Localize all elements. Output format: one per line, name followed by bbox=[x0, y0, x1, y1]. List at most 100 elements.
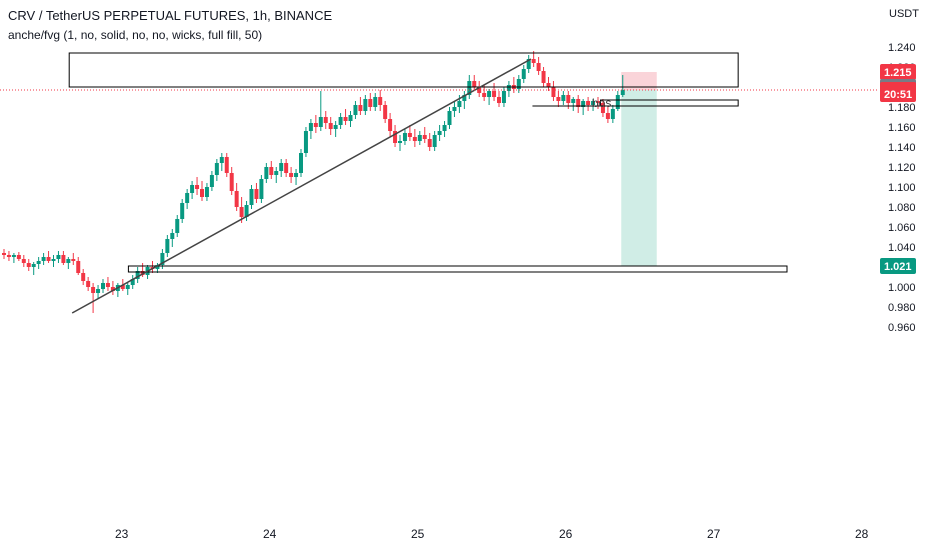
candle-body bbox=[160, 253, 165, 265]
candle-body bbox=[457, 101, 462, 107]
candles-layer bbox=[2, 51, 625, 313]
candle-body bbox=[46, 257, 51, 261]
price-tick-label: 0.980 bbox=[888, 302, 916, 314]
time-tick-label: 24 bbox=[263, 527, 277, 541]
candle-body bbox=[234, 191, 239, 207]
candle-body bbox=[358, 105, 363, 111]
candle-body bbox=[373, 97, 378, 107]
price-badge-label: 1.215 bbox=[884, 67, 912, 79]
price-badge bbox=[880, 258, 916, 274]
candle-body bbox=[442, 125, 447, 131]
candle-body bbox=[135, 271, 140, 279]
price-tick-label: 1.160 bbox=[888, 122, 916, 134]
candle-body bbox=[526, 59, 531, 69]
candle-body bbox=[516, 79, 521, 89]
candle-body bbox=[600, 103, 605, 113]
supply-zone[interactable] bbox=[68, 52, 739, 88]
candle-body bbox=[412, 137, 417, 141]
candle-body bbox=[165, 239, 170, 253]
candle-body bbox=[170, 233, 175, 239]
candle-body bbox=[348, 115, 353, 121]
position-stop-zone[interactable] bbox=[621, 72, 657, 90]
candle-body bbox=[620, 90, 625, 95]
bos-zone[interactable] bbox=[600, 99, 739, 107]
price-tick-label: 0.960 bbox=[888, 322, 916, 334]
candle-body bbox=[393, 131, 398, 143]
candle-body bbox=[417, 135, 422, 141]
candle-body bbox=[536, 63, 541, 71]
candle-body bbox=[521, 69, 526, 79]
candle-body bbox=[76, 261, 81, 273]
trend-line[interactable] bbox=[71, 58, 532, 314]
candle-body bbox=[140, 271, 145, 275]
candle-body bbox=[110, 287, 115, 291]
candle-body bbox=[308, 123, 313, 131]
candle-body bbox=[284, 163, 289, 173]
candle-body bbox=[546, 83, 551, 87]
candle-body bbox=[2, 253, 6, 255]
candle-body bbox=[482, 93, 487, 97]
candle-body bbox=[244, 205, 249, 217]
candle-body bbox=[249, 189, 254, 205]
time-tick-label: 23 bbox=[115, 527, 129, 541]
candle-body bbox=[41, 257, 46, 261]
price-badge-label: 20:51 bbox=[884, 89, 912, 101]
candle-body bbox=[462, 95, 467, 101]
candle-body bbox=[472, 81, 477, 87]
candle-body bbox=[61, 255, 66, 263]
position-target-zone[interactable] bbox=[621, 90, 657, 266]
candle-body bbox=[318, 117, 323, 127]
candle-body bbox=[338, 117, 343, 125]
candle-body bbox=[333, 125, 338, 129]
candle-body bbox=[274, 171, 279, 175]
candle-body bbox=[294, 173, 299, 177]
candle-body bbox=[21, 259, 26, 263]
price-tick-label: 1.140 bbox=[888, 142, 916, 154]
candle-body bbox=[323, 117, 328, 123]
candle-body bbox=[120, 285, 125, 289]
price-badge-label: 1.021 bbox=[884, 261, 912, 273]
candle-body bbox=[56, 255, 61, 259]
candle-body bbox=[81, 273, 86, 281]
candle-body bbox=[26, 263, 31, 267]
candle-body bbox=[180, 203, 185, 219]
candle-body bbox=[195, 185, 200, 189]
candle-body bbox=[492, 91, 497, 97]
candle-body bbox=[269, 167, 274, 175]
candle-body bbox=[6, 255, 11, 257]
drawing-layer[interactable] bbox=[621, 72, 657, 266]
price-tick-label: 1.060 bbox=[888, 222, 916, 234]
symbol-title[interactable]: CRV / TetherUS PERPETUAL FUTURES, 1h, BI… bbox=[8, 8, 333, 23]
demand-zone[interactable] bbox=[127, 265, 788, 273]
candle-body bbox=[16, 255, 21, 259]
indicator-legend[interactable]: anche/fvg (1, no, solid, no, no, wicks, … bbox=[8, 28, 263, 42]
price-tick-label: 1.080 bbox=[888, 202, 916, 214]
candle-body bbox=[209, 175, 214, 187]
candle-body bbox=[551, 87, 556, 97]
candle-body bbox=[368, 99, 373, 107]
candle-body bbox=[239, 207, 244, 217]
candle-body bbox=[105, 283, 110, 287]
time-tick-label: 27 bbox=[707, 527, 721, 541]
candle-body bbox=[610, 109, 615, 119]
candle-body bbox=[591, 101, 596, 105]
candle-body bbox=[407, 133, 412, 137]
candle-body bbox=[204, 187, 209, 197]
candle-body bbox=[31, 264, 36, 267]
candle-body bbox=[66, 259, 71, 263]
candle-body bbox=[125, 285, 130, 289]
candle-body bbox=[71, 259, 76, 261]
candle-body bbox=[477, 87, 482, 93]
axis-layer: 1.2401.2201.2001.1801.1601.1401.1201.100… bbox=[115, 42, 916, 541]
candle-body bbox=[279, 163, 284, 171]
price-tick-label: 1.240 bbox=[888, 42, 916, 54]
candle-body bbox=[190, 185, 195, 193]
price-axis-unit: USDT bbox=[889, 8, 919, 20]
candle-body bbox=[398, 141, 402, 143]
candle-body bbox=[254, 189, 259, 199]
candle-body bbox=[51, 259, 56, 261]
candle-body bbox=[378, 97, 383, 105]
candle-body bbox=[586, 101, 591, 105]
